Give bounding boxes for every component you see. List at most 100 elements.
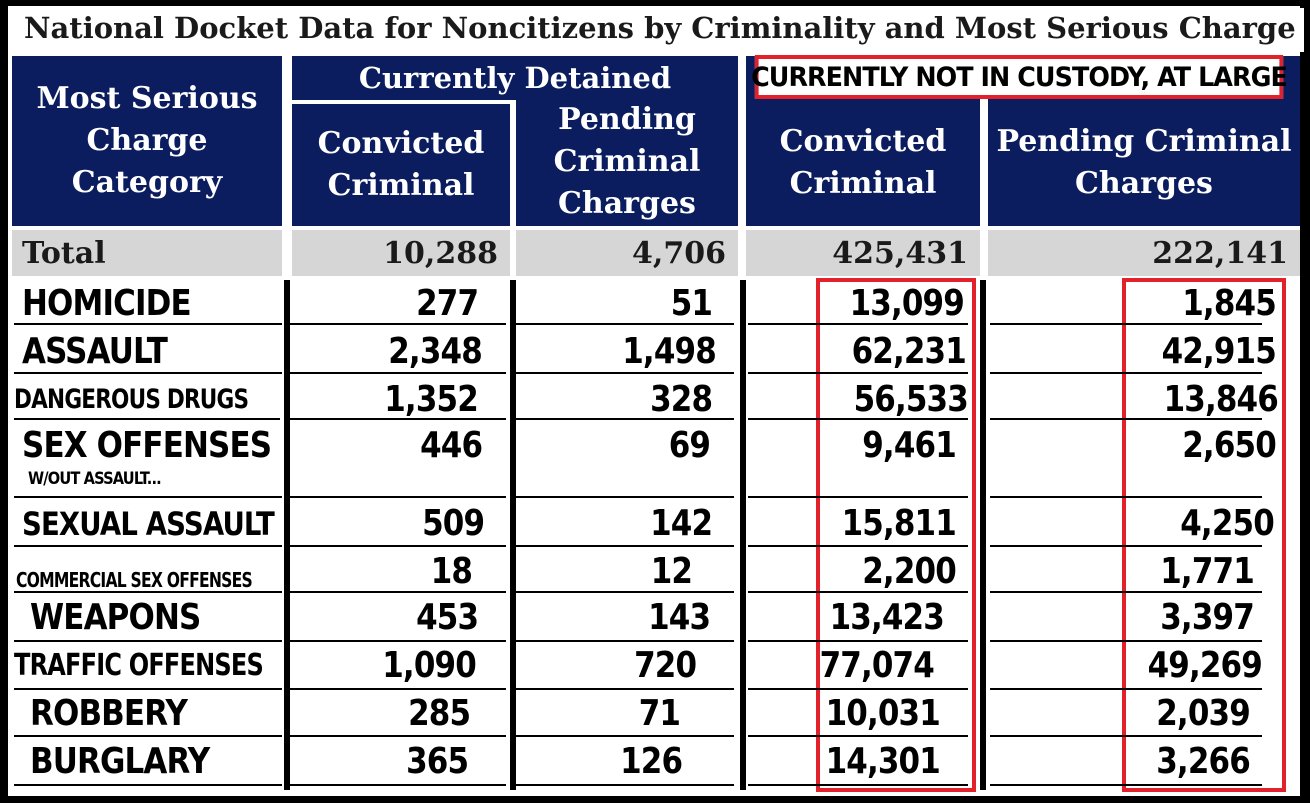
row-sublabel: W/OUT ASSAULT... [28,469,162,489]
row-divider [14,735,282,737]
row-value-c1: 1,352 [384,379,478,420]
row-divider [290,496,506,498]
row-divider [290,323,506,325]
row-divider [14,418,280,420]
row-divider [990,591,1262,593]
row-divider [748,545,968,547]
row-divider [748,591,968,593]
row-divider [990,323,1262,325]
row-divider [516,372,734,374]
row-label: SEXUAL ASSAULT [22,505,275,543]
row-value-c2: 69 [668,425,711,466]
total-large-pending: 222,141 [988,230,1300,276]
row-label: ASSAULT [22,331,168,372]
row-value-c4: 1,845 [1182,283,1276,324]
row-divider [990,640,1262,642]
row-value-c4: 42,915 [1161,331,1277,372]
row-divider [990,545,1262,547]
column-divider [284,280,290,790]
row-divider [516,640,734,642]
row-value-c1: 277 [415,283,479,324]
row-value-c3: 13,423 [829,597,945,638]
row-divider [990,784,1262,786]
table-title: National Docket Data for Noncitizens by … [16,8,1304,52]
row-divider [748,323,968,325]
row-label: BURGLARY [30,741,210,782]
row-label: TRAFFIC OFFENSES [14,648,264,683]
row-divider [14,688,282,690]
row-divider [290,640,506,642]
row-divider [748,496,968,498]
row-label: COMMERCIAL SEX OFFENSES [16,568,253,592]
row-value-c4: 3,266 [1156,741,1250,782]
total-label: Total [12,230,282,276]
row-divider [990,735,1262,737]
row-value-c2: 71 [638,693,681,734]
row-divider [990,688,1262,690]
row-value-c3: 2,200 [862,551,956,592]
row-value-c1: 446 [419,425,483,466]
row-divider [290,784,506,786]
row-value-c3: 13,099 [849,283,965,324]
row-divider [748,418,968,420]
row-divider [516,735,734,737]
row-value-c4: 13,846 [1163,379,1279,420]
row-value-c1: 509 [421,503,485,544]
row-divider [516,496,734,498]
row-divider [290,418,506,420]
row-divider [14,545,282,547]
row-label: HOMICIDE [22,283,192,324]
row-value-c4: 2,650 [1182,425,1276,466]
row-value-c2: 126 [619,741,683,782]
row-value-c2: 12 [650,551,693,592]
row-value-c1: 285 [407,693,471,734]
row-value-c4: 3,397 [1160,597,1254,638]
row-divider [748,688,968,690]
row-value-c2: 143 [647,597,711,638]
column-divider [510,280,516,790]
row-value-c3: 56,533 [853,379,969,420]
row-value-c1: 18 [430,551,473,592]
row-value-c3: 62,231 [851,331,967,372]
row-divider [516,418,734,420]
row-divider [516,323,734,325]
row-divider [516,545,734,547]
row-divider [14,784,282,786]
row-divider [290,591,506,593]
row-divider [990,372,1262,374]
row-divider [14,372,282,374]
row-divider [748,640,968,642]
row-divider [14,640,282,642]
row-divider [516,591,734,593]
row-value-c4: 2,039 [1156,693,1250,734]
row-value-c3: 15,811 [841,503,957,544]
row-value-c2: 328 [649,379,713,420]
row-divider [748,372,968,374]
row-value-c1: 1,090 [382,645,476,686]
row-label: WEAPONS [30,597,201,638]
total-detained-pending: 4,706 [516,230,738,276]
header-group-at-large: CURRENTLY NOT IN CUSTODY, AT LARGE [751,55,1288,99]
row-value-c4: 1,771 [1160,551,1254,592]
row-label: ROBBERY [30,693,188,734]
column-divider [740,280,746,790]
header-group-detained: Currently Detained [292,56,738,100]
row-divider [516,784,734,786]
row-value-c3: 77,074 [819,645,935,686]
row-divider [748,735,968,737]
row-value-c3: 9,461 [862,425,956,466]
row-divider [14,496,282,498]
row-divider [748,784,968,786]
row-divider [516,688,734,690]
header-category: Most Serious Charge Category [12,56,282,226]
row-value-c1: 453 [415,597,479,638]
header-detained-convicted: Convicted Criminal [292,104,510,226]
row-value-c2: 1,498 [622,331,716,372]
row-value-c3: 14,301 [825,741,941,782]
row-value-c4: 49,269 [1147,645,1263,686]
total-large-convicted: 425,431 [746,230,980,276]
row-value-c2: 51 [670,283,713,324]
row-label: DANGEROUS DRUGS [14,384,249,415]
row-value-c4: 4,250 [1180,503,1274,544]
row-divider [990,418,1262,420]
